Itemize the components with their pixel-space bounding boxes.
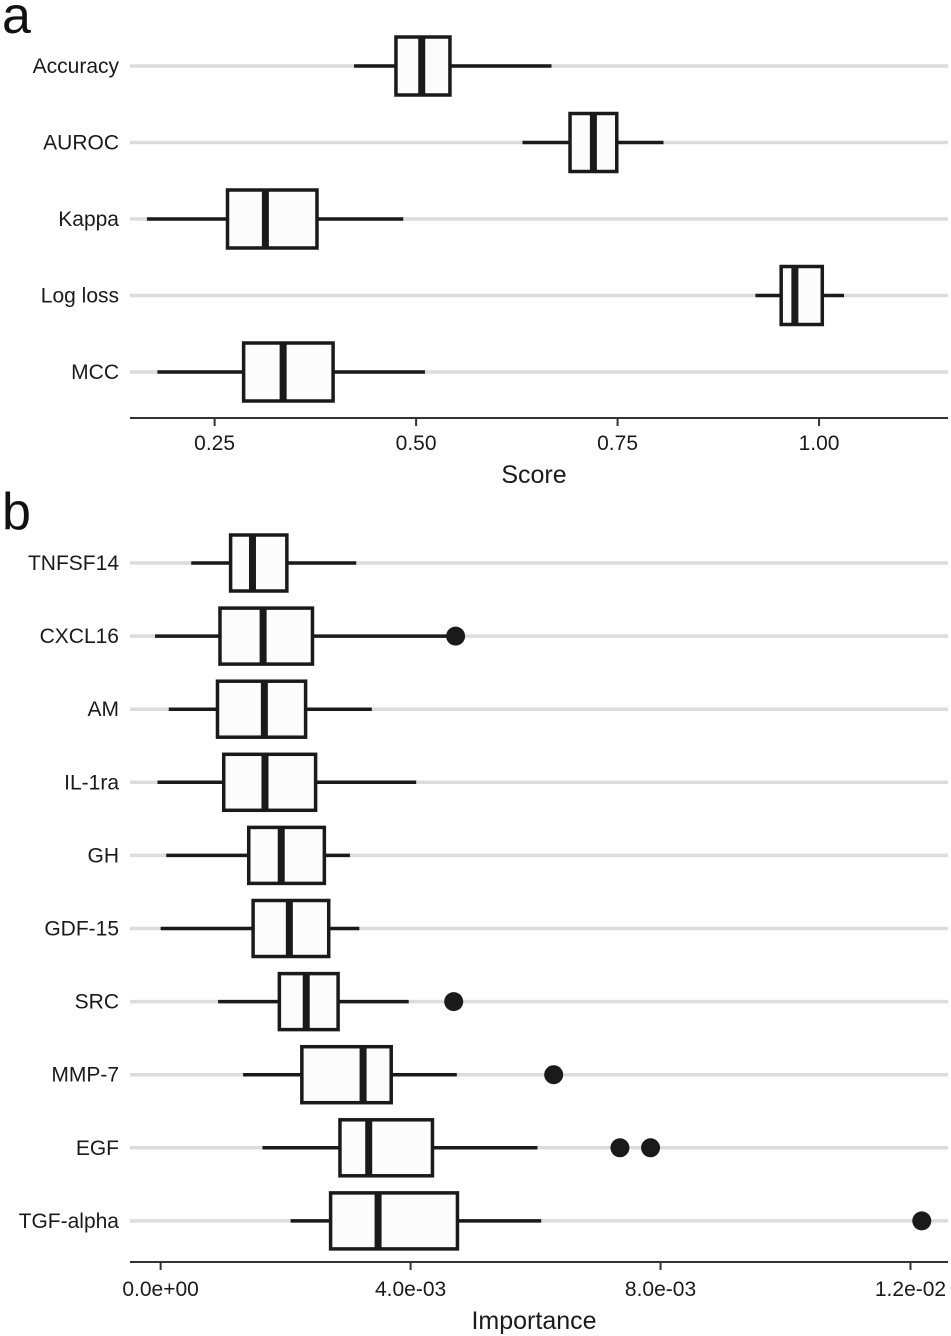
category-label-tnfsf14: TNFSF14	[28, 552, 119, 575]
category-label-log-loss: Log loss	[41, 285, 119, 308]
iqr-box-kappa	[225, 188, 319, 250]
x-tick-label-3: 8.0e-03	[625, 1278, 696, 1301]
category-label-egf: EGF	[76, 1137, 119, 1160]
panel-label-a: a	[2, 0, 31, 45]
category-label-cxcl16: CXCL16	[40, 625, 119, 648]
x-tick-label-2: 4.0e-03	[375, 1278, 446, 1301]
category-label-mcc: MCC	[71, 361, 119, 384]
iqr-box-tnfsf14	[228, 533, 289, 593]
x-tick-label-1: 0.25	[194, 432, 235, 455]
box-gh	[166, 825, 350, 886]
iqr-box-gh	[246, 825, 327, 886]
category-label-am: AM	[88, 698, 120, 721]
panel-a-score-boxplot: Accuracy AUROC Kappa Log loss MCC 0.25 0.50 0.7…	[33, 35, 948, 489]
category-label-accuracy: Accuracy	[33, 55, 120, 78]
iqr-box-mmp-7	[300, 1044, 393, 1105]
box-il-1ra	[157, 752, 417, 813]
x-tick-label-4: 1.2e-02	[875, 1278, 946, 1301]
category-label-tgf-alpha: TGF-alpha	[19, 1210, 120, 1233]
panel-label-b: b	[2, 483, 31, 541]
box-gdf-15	[160, 898, 360, 959]
x-tick-label-3: 0.75	[597, 432, 638, 455]
panel-b-importance-boxplot: TNFSF14 CXCL16 AM IL-1ra GH GDF-15 SRC MMP-7 EGF…	[19, 533, 948, 1335]
category-label-il-1ra: IL-1ra	[64, 771, 119, 794]
box-accuracy	[354, 35, 552, 97]
outlier-mmp-7-1	[544, 1065, 564, 1085]
box-src	[218, 971, 464, 1032]
box-mcc	[157, 341, 425, 403]
outlier-cxcl16-1	[446, 626, 466, 646]
x-axis-title: Score	[501, 461, 566, 489]
box-egf	[262, 1118, 661, 1178]
box-kappa	[146, 188, 404, 250]
outlier-egf-1	[610, 1138, 630, 1158]
box-log-loss	[755, 264, 845, 327]
iqr-box-tgf-alpha	[328, 1191, 460, 1251]
category-label-kappa: Kappa	[58, 208, 119, 231]
iqr-box-egf	[338, 1118, 435, 1178]
box-tnfsf14	[191, 533, 357, 593]
outlier-egf-2	[641, 1138, 661, 1158]
category-label-auroc: AUROC	[43, 132, 119, 155]
box-cxcl16	[154, 606, 466, 666]
iqr-box-il-1ra	[221, 752, 318, 813]
category-label-gh: GH	[88, 844, 120, 867]
outlier-tgf-alpha-1	[912, 1211, 932, 1231]
category-label-src: SRC	[75, 991, 119, 1014]
category-label-gdf-15: GDF-15	[44, 918, 119, 941]
box-mmp-7	[243, 1044, 564, 1105]
box-auroc	[522, 111, 664, 174]
x-tick-label-1: 0.0e+00	[122, 1278, 199, 1301]
outlier-src-1	[444, 992, 464, 1012]
box-tgf-alpha	[290, 1191, 932, 1251]
x-tick-label-2: 0.50	[396, 432, 437, 455]
x-tick-label-4: 1.00	[799, 432, 840, 455]
category-label-mmp-7: MMP-7	[51, 1064, 119, 1087]
box-am	[168, 679, 372, 739]
iqr-box-mcc	[241, 341, 335, 403]
iqr-box-log-loss	[779, 264, 825, 327]
x-axis-title: Importance	[471, 1307, 596, 1335]
